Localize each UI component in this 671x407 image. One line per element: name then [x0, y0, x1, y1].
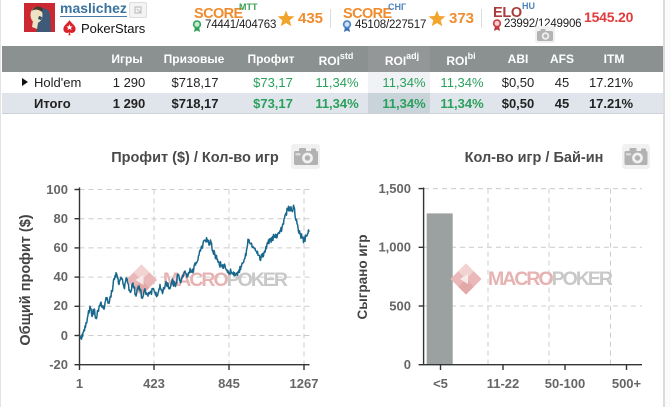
svg-text:60: 60: [54, 240, 68, 255]
svg-text:Общий профит ($): Общий профит ($): [18, 214, 34, 345]
svg-text:MACROPOKER: MACROPOKER: [488, 268, 613, 290]
svg-text:0: 0: [404, 357, 411, 372]
svg-text:500+: 500+: [612, 376, 642, 391]
svg-text:MACROPOKER: MACROPOKER: [163, 269, 288, 291]
svg-text:Профит ($) / Кол-во игр: Профит ($) / Кол-во игр: [111, 150, 279, 166]
svg-text:423: 423: [143, 376, 165, 391]
svg-text:<5: <5: [433, 376, 448, 391]
svg-text:Сыграно игр: Сыграно игр: [355, 235, 370, 320]
svg-text:80: 80: [54, 211, 68, 226]
svg-text:1: 1: [76, 376, 83, 391]
svg-text:100: 100: [46, 182, 68, 197]
svg-text:11-22: 11-22: [487, 376, 520, 391]
svg-text:Кол-во игр / Бай-ин: Кол-во игр / Бай-ин: [465, 150, 604, 166]
svg-text:1,000: 1,000: [378, 240, 411, 255]
svg-text:40: 40: [54, 269, 68, 284]
svg-text:50-100: 50-100: [545, 376, 585, 391]
svg-text:0: 0: [61, 328, 68, 343]
svg-text:20: 20: [54, 298, 68, 313]
svg-text:500: 500: [389, 299, 411, 314]
svg-text:845: 845: [218, 376, 240, 391]
svg-text:1267: 1267: [290, 376, 319, 391]
svg-text:1,500: 1,500: [378, 181, 411, 196]
svg-text:-20: -20: [49, 357, 68, 372]
